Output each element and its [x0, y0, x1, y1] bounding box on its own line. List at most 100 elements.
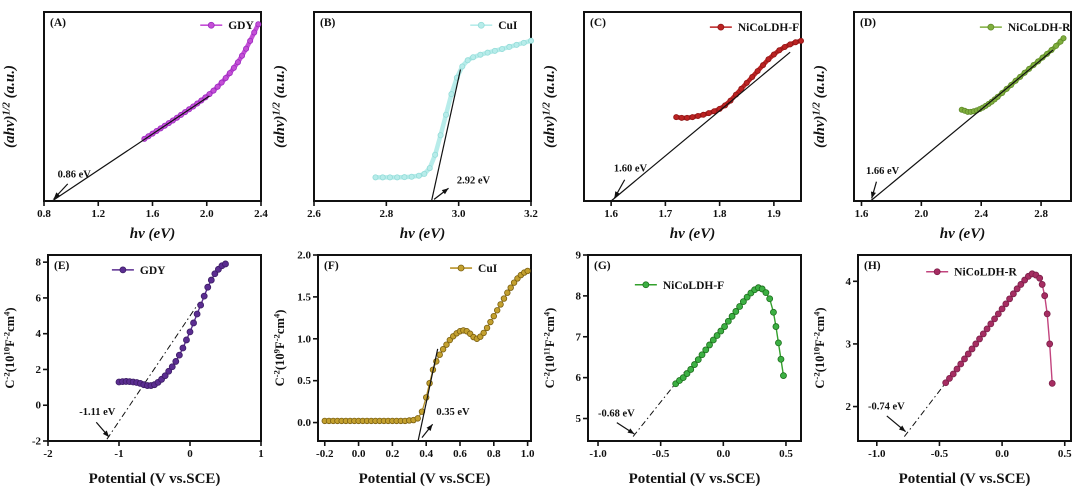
series-point: [792, 39, 799, 46]
series-point: [372, 174, 379, 181]
y-tick-label: 3: [846, 338, 852, 350]
annotation-text: -0.68 eV: [598, 408, 635, 419]
series-point: [739, 298, 747, 306]
fit-line: [106, 303, 199, 440]
series-point: [165, 367, 173, 375]
series-point: [694, 356, 702, 364]
series-point: [251, 29, 258, 36]
series-point: [1013, 285, 1021, 293]
series-point: [780, 372, 787, 379]
y-axis-label: C-2(1010F-2cm4): [812, 307, 828, 388]
x-tick-label: 2.0: [200, 208, 214, 220]
series-point: [477, 51, 484, 58]
series-point: [1060, 35, 1067, 42]
annotation-arrowhead: [441, 188, 449, 195]
series-point: [1036, 274, 1044, 282]
series-point: [510, 279, 518, 286]
plot-frame: [47, 254, 262, 442]
series-point: [705, 110, 712, 117]
y-tick-label: 0: [36, 400, 42, 412]
series-point: [210, 87, 217, 94]
x-tick-label: 0: [187, 448, 193, 460]
fit-line: [870, 49, 1054, 202]
series-point: [743, 79, 750, 86]
legend-label: GDY: [228, 20, 254, 32]
series-point: [713, 332, 721, 339]
series-point: [762, 289, 770, 297]
annotation-arrowhead: [614, 191, 620, 199]
series-point: [243, 45, 250, 52]
y-tick-label: 6: [36, 292, 42, 304]
tauc-plot-gdy: 0.8 1.2 1.6 2.0 2.4 hv (eV) (ahv)1/2 (a.u.) (A)…: [2, 11, 268, 242]
annotation-text: 0.86 eV: [58, 169, 92, 180]
tauc-plot-nicoldh-f: 1.6 1.7 1.8 1.9 hv (eV) (ahv)1/2 (a.u.) (C) NiC…: [542, 11, 804, 242]
y-tick-label: 7: [576, 331, 582, 343]
series-point: [998, 305, 1006, 313]
series-point: [211, 270, 219, 278]
series-point: [464, 57, 471, 64]
series-point: [226, 70, 233, 77]
series-point: [724, 317, 732, 325]
legend-label: GDY: [140, 265, 166, 277]
series-point: [179, 344, 187, 352]
series-point: [222, 260, 229, 268]
y-axis-label: (ahv)1/2 (a.u.): [542, 65, 559, 148]
series-point: [776, 47, 783, 54]
series-point: [781, 43, 788, 50]
series-point: [679, 374, 687, 382]
series-point: [766, 295, 774, 303]
series-point: [979, 330, 987, 338]
series-point: [1041, 292, 1049, 300]
y-tick-label: 2: [846, 401, 852, 413]
series-point: [1030, 62, 1037, 69]
series-point: [754, 68, 761, 75]
series-point: [414, 415, 421, 422]
series-line: [143, 23, 261, 141]
legend-marker: [933, 268, 941, 276]
series-point: [204, 283, 212, 291]
x-tick-label: -1.0: [589, 448, 607, 460]
plot-frame: [857, 254, 1072, 442]
series-point: [976, 335, 983, 343]
series-point: [443, 111, 450, 118]
y-tick-label: -2: [32, 436, 42, 448]
x-axis-label: hv (eV): [400, 226, 445, 242]
fit-line: [430, 69, 462, 202]
series-point: [972, 340, 980, 348]
mott-schottky-plot-gdy: -2 -1 0 1 -2 0 2 4 6 8 Potential (V vs.SCE) C-2(101…: [2, 254, 264, 487]
y-axis-label: (ahv)1/2 (a.u.): [272, 65, 289, 148]
series-point: [190, 319, 197, 327]
x-tick-label: 0.0: [716, 448, 730, 460]
x-tick-label: 1.6: [146, 208, 160, 220]
series-point: [527, 37, 534, 44]
y-tick-label: 0.5: [297, 375, 311, 387]
legend-label: CuI: [478, 263, 498, 275]
panel-label: (C): [590, 17, 606, 29]
series-point: [432, 151, 439, 158]
y-tick-label: 8: [576, 290, 582, 302]
x-tick-label: -0.2: [316, 448, 334, 460]
y-tick-label: 8: [36, 257, 42, 269]
x-axis-label: Potential (V vs.SCE): [629, 471, 761, 487]
panel-label: (G): [594, 260, 611, 272]
x-tick-label: 0.4: [419, 448, 433, 460]
series-point: [234, 59, 241, 66]
panel-h: -1.0 -0.5 0.0 0.5 2 3 4 Potential (V vs.SCE) C-2…: [810, 245, 1080, 490]
x-tick-label: 1.6: [604, 208, 618, 220]
series-point: [394, 174, 401, 181]
series-point: [765, 56, 772, 63]
series-point: [230, 64, 237, 71]
series-point: [1043, 310, 1051, 318]
series-point: [702, 346, 710, 354]
series-point: [964, 350, 972, 358]
plot-frame: [853, 11, 1072, 202]
series-point: [437, 132, 444, 139]
annotation-text: 1.60 eV: [614, 163, 648, 174]
series-point: [197, 301, 205, 309]
series-point: [386, 174, 393, 181]
annotation-arrowhead: [53, 192, 61, 199]
annotation-arrowhead: [426, 424, 433, 431]
y-tick-label: 5: [576, 413, 582, 425]
x-axis-label: hv (eV): [940, 226, 985, 242]
series-point: [1053, 42, 1060, 49]
